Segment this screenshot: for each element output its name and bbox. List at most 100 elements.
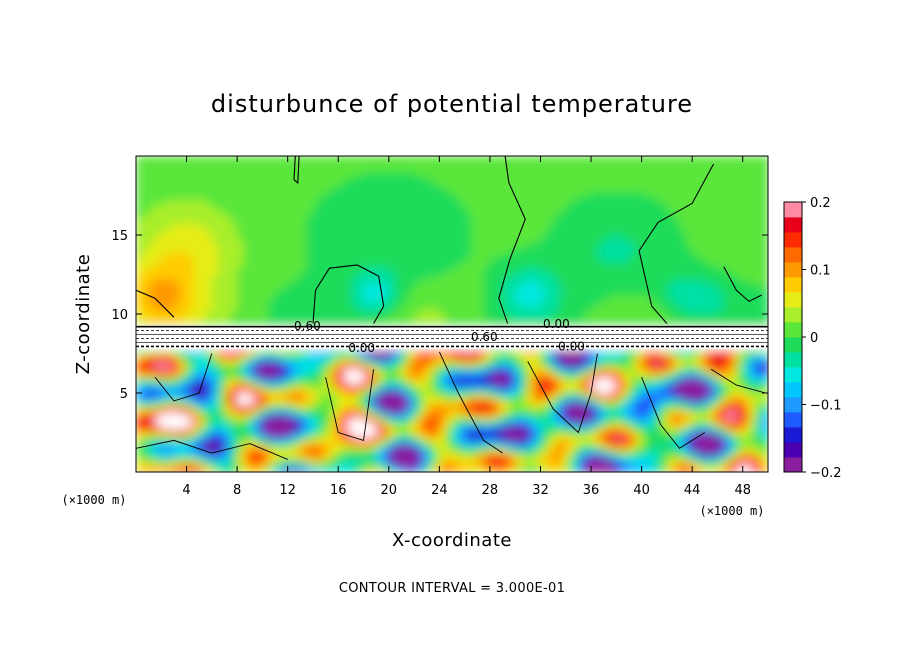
field-cell: [205, 274, 213, 280]
field-cell: [433, 242, 440, 248]
field-cell: [420, 456, 428, 461]
field-cell: [508, 361, 516, 366]
field-cell: [218, 258, 226, 264]
field-cell: [452, 215, 459, 220]
field-cell: [173, 365, 181, 370]
field-cell: [452, 416, 459, 422]
field-cell: [369, 167, 377, 173]
field-cell: [439, 219, 447, 224]
field-cell: [319, 203, 327, 208]
field-cell: [369, 365, 377, 370]
field-cell: [521, 242, 529, 248]
field-cell: [256, 238, 263, 244]
field-cell: [382, 460, 390, 465]
field-cell: [281, 468, 289, 472]
field-cell: [262, 167, 270, 173]
field-cell: [287, 238, 295, 244]
field-cell: [167, 278, 175, 283]
field-cell: [136, 167, 143, 173]
field-cell: [331, 396, 339, 402]
field-cell: [136, 298, 143, 303]
field-cell: [161, 215, 169, 220]
field-cell: [211, 167, 219, 173]
field-cell: [136, 219, 143, 224]
field-cell: [148, 191, 156, 197]
field-cell: [414, 195, 421, 201]
field-cell: [426, 393, 434, 398]
field-cell: [142, 286, 150, 291]
field-cell: [142, 389, 150, 394]
field-cell: [312, 266, 320, 272]
field-cell: [256, 444, 263, 449]
field-cell: [376, 207, 384, 212]
field-cell: [218, 428, 226, 434]
field-cell: [464, 258, 472, 264]
field-cell: [458, 156, 466, 161]
field-cell: [489, 270, 497, 276]
field-cell: [414, 357, 421, 362]
field-cell: [489, 428, 497, 434]
field-cell: [515, 440, 523, 445]
field-cell: [300, 183, 308, 189]
field-cell: [186, 246, 194, 252]
field-cell: [312, 452, 320, 457]
field-cell: [515, 195, 523, 201]
field-cell: [325, 195, 333, 201]
field-cell: [224, 310, 232, 315]
field-cell: [489, 199, 497, 204]
field-cell: [395, 420, 403, 426]
field-cell: [515, 357, 523, 362]
field-cell: [464, 195, 472, 201]
field-cell: [477, 440, 485, 445]
field-cell: [268, 396, 276, 402]
field-cell: [363, 420, 371, 426]
field-cell: [489, 278, 497, 283]
field-cell: [344, 171, 352, 177]
field-cell: [275, 179, 282, 185]
field-cell: [325, 294, 333, 299]
field-cell: [433, 156, 440, 161]
field-cell: [527, 428, 535, 434]
field-cell: [136, 302, 143, 307]
field-cell: [142, 270, 150, 276]
field-cell: [205, 290, 213, 295]
field-cell: [275, 321, 282, 327]
field-cell: [237, 278, 245, 283]
field-cell: [401, 286, 409, 291]
field-cell: [344, 365, 352, 370]
field-cell: [224, 381, 232, 386]
field-cell: [300, 408, 308, 414]
field-cell: [325, 262, 333, 268]
field-cell: [205, 381, 213, 386]
field-cell: [161, 404, 169, 410]
field-cell: [230, 215, 238, 220]
field-cell: [477, 290, 485, 295]
field-cell: [350, 156, 358, 161]
field-cell: [338, 416, 346, 422]
field-cell: [452, 452, 459, 457]
field-cell: [426, 215, 434, 220]
field-cell: [350, 286, 358, 291]
field-cell: [363, 377, 371, 382]
field-cell: [439, 290, 447, 295]
field-cell: [205, 227, 213, 232]
field-cell: [262, 408, 270, 414]
field-cell: [154, 254, 162, 260]
field-cell: [470, 278, 478, 283]
field-cell: [199, 436, 207, 441]
field-cell: [344, 167, 352, 173]
field-cell: [395, 302, 403, 307]
field-cell: [388, 381, 396, 386]
field-cell: [148, 357, 156, 362]
field-cell: [331, 452, 339, 457]
field-cell: [376, 294, 384, 299]
field-cell: [167, 183, 175, 189]
field-cell: [426, 207, 434, 212]
field-cell: [350, 432, 358, 438]
field-cell: [306, 452, 314, 457]
field-cell: [136, 468, 143, 472]
field-cell: [344, 215, 352, 220]
field-cell: [230, 448, 238, 453]
field-cell: [445, 270, 453, 276]
field-cell: [262, 396, 270, 402]
